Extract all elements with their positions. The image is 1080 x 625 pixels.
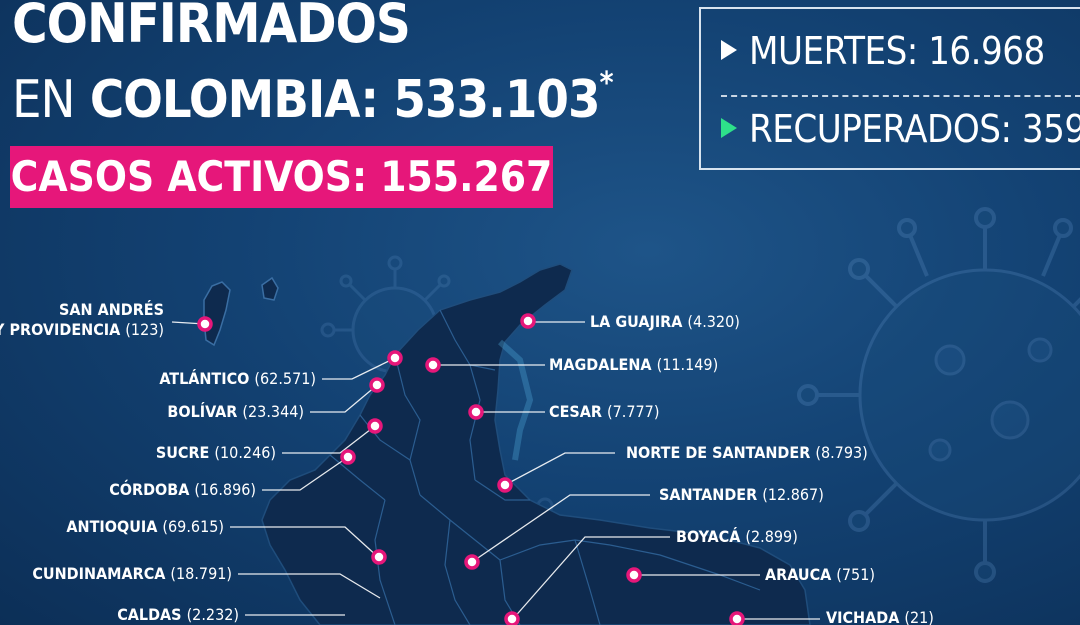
dept-cases: (18.791) <box>170 564 232 583</box>
marker-san-andres <box>197 316 213 332</box>
dept-name: BOLÍVAR <box>167 402 238 421</box>
dept-cases: (62.571) <box>254 369 316 388</box>
dept-cases: (7.777) <box>607 402 660 421</box>
headline-prefix: EN <box>12 70 76 130</box>
dept-cases: (10.246) <box>214 443 276 462</box>
deaths-stat: MUERTES: 16.968 <box>721 29 1045 73</box>
label-cesar: CESAR (7.777) <box>549 402 659 422</box>
label-caldas: CALDAS (2.232) <box>117 605 239 625</box>
dept-cases: (2.232) <box>186 605 239 624</box>
dept-name: NORTE DE SANTANDER <box>626 443 811 462</box>
dept-name-line2: Y PROVIDENCIA <box>0 320 121 339</box>
dept-name: CESAR <box>549 402 602 421</box>
label-magdalena: MAGDALENA (11.149) <box>549 355 718 375</box>
marker-cordoba <box>340 449 356 465</box>
marker-boyaca <box>504 611 520 625</box>
recovered-label: RECUPERADOS: <box>749 107 1012 151</box>
active-cases-value: 155.267 <box>380 152 553 201</box>
dept-cases: (23.344) <box>242 402 304 421</box>
dept-cases: (16.896) <box>194 480 256 499</box>
label-la-guajira: LA GUAJIRA (4.320) <box>590 312 740 332</box>
recovered-value: 359.792 <box>1021 107 1080 151</box>
marker-vichada <box>729 611 745 625</box>
label-cundinamarca: CUNDINAMARCA (18.791) <box>32 564 232 584</box>
active-cases-banner: CASOS ACTIVOS: 155.267 <box>10 146 553 208</box>
dept-name: VICHADA <box>826 608 900 625</box>
label-atlantico: ATLÁNTICO (62.571) <box>159 369 316 389</box>
dept-cases: (8.793) <box>815 443 868 462</box>
marker-santander <box>464 554 480 570</box>
marker-cesar <box>468 404 484 420</box>
dept-name: MAGDALENA <box>549 355 652 374</box>
dept-cases: (4.320) <box>687 312 740 331</box>
dept-name: ARAUCA <box>765 565 832 584</box>
stats-box: MUERTES: 16.968 RECUPERADOS: 359.792 <box>699 7 1080 170</box>
dept-name: BOYACÁ <box>676 527 741 546</box>
label-norte-de-santander: NORTE DE SANTANDER (8.793) <box>626 443 868 463</box>
headline-confirmed: CONFIRMADOS <box>12 0 411 55</box>
marker-magdalena <box>425 357 441 373</box>
label-sucre: SUCRE (10.246) <box>156 443 276 463</box>
marker-sucre <box>367 418 383 434</box>
dept-name: SAN ANDRÉS <box>59 300 164 319</box>
dept-name: SUCRE <box>155 443 210 462</box>
dept-cases: (12.867) <box>762 485 824 504</box>
dept-cases: (11.149) <box>656 355 719 374</box>
marker-norte-de-santander <box>497 477 513 493</box>
virus-decoration-icon <box>797 207 1080 583</box>
active-cases-label: CASOS ACTIVOS: <box>10 152 368 201</box>
label-santander: SANTANDER (12.867) <box>659 485 824 505</box>
confirmed-total: 533.103 <box>393 70 600 130</box>
dept-name: CALDAS <box>117 605 182 624</box>
marker-bolivar <box>369 377 385 393</box>
dept-cases: (2.899) <box>745 527 798 546</box>
headline-country: COLOMBIA: <box>89 70 379 130</box>
dept-name: ATLÁNTICO <box>159 369 250 388</box>
label-san-andres: SAN ANDRÉS Y PROVIDENCIA (123) <box>0 300 164 340</box>
label-arauca: ARAUCA (751) <box>765 565 875 585</box>
dept-cases: (69.615) <box>162 517 224 536</box>
marker-antioquia <box>371 549 387 565</box>
headline-country-total: EN COLOMBIA: 533.103* <box>12 66 614 130</box>
deaths-value: 16.968 <box>928 29 1045 73</box>
marker-arauca <box>626 567 642 583</box>
recovered-stat: RECUPERADOS: 359.792 <box>721 107 1080 151</box>
case-markers <box>197 313 745 625</box>
dept-cases: (123) <box>125 320 164 339</box>
label-vichada: VICHADA (21) <box>826 608 934 625</box>
dept-name: CÓRDOBA <box>109 480 190 499</box>
dept-name: CUNDINAMARCA <box>32 564 166 583</box>
marker-la-guajira <box>520 313 536 329</box>
play-arrow-icon <box>721 39 737 60</box>
label-antioquia: ANTIOQUIA (69.615) <box>66 517 224 537</box>
asterisk-note: * <box>599 66 614 101</box>
deaths-label: MUERTES: <box>749 29 918 73</box>
dept-name: LA GUAJIRA <box>590 312 683 331</box>
label-bolivar: BOLÍVAR (23.344) <box>167 402 304 422</box>
stats-divider <box>721 95 1080 97</box>
leader-lines <box>171 321 820 621</box>
play-arrow-green-icon <box>721 117 737 138</box>
dept-name: SANTANDER <box>659 485 758 504</box>
dept-cases: (751) <box>836 565 875 584</box>
marker-atlantico <box>387 350 403 366</box>
dept-name: ANTIOQUIA <box>66 517 158 536</box>
label-boyaca: BOYACÁ (2.899) <box>676 527 798 547</box>
dept-cases: (21) <box>904 608 934 625</box>
label-cordoba: CÓRDOBA (16.896) <box>109 480 256 500</box>
